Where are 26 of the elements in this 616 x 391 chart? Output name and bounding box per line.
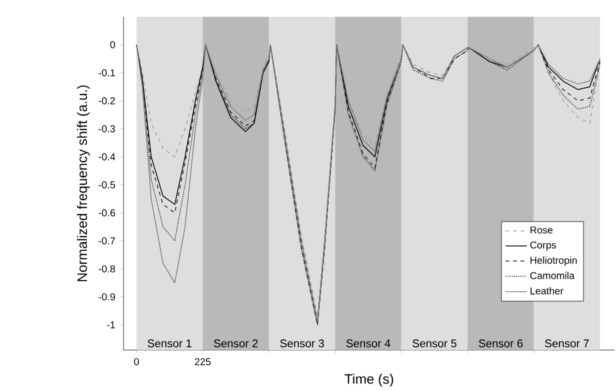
- y-tick-label: -1: [107, 322, 115, 328]
- band-label: Sensor 3: [280, 340, 324, 348]
- band-label: Sensor 4: [346, 340, 390, 348]
- legend-label: Camomila: [530, 272, 575, 280]
- y-tick-label: -0.8: [98, 265, 115, 273]
- y-tick-label: -0.3: [98, 125, 115, 133]
- y-tick-label: -0.9: [98, 294, 115, 301]
- x-tick-label: 225: [194, 358, 211, 366]
- band-label: Sensor 2: [214, 340, 258, 348]
- legend-label: Rose: [530, 226, 553, 234]
- band-label: Sensor 6: [478, 340, 523, 348]
- y-tick-label: -0.7: [98, 237, 115, 245]
- y-tick-label: 0: [110, 41, 116, 48]
- x-axis-title: Time (s): [344, 374, 394, 387]
- legend-label: Heliotropin: [530, 256, 577, 266]
- legend-label: Leather: [530, 287, 564, 295]
- band-label: Sensor 7: [545, 340, 589, 348]
- band-label: Sensor 1: [148, 340, 192, 348]
- legend-label: Corps: [530, 242, 556, 251]
- y-tick-label: -0.6: [98, 209, 115, 217]
- band-label: Sensor 5: [412, 340, 456, 348]
- y-tick-label: -0.4: [98, 153, 116, 161]
- y-tick-label: -0.1: [98, 69, 115, 76]
- y-tick-label: -0.5: [98, 181, 115, 189]
- y-axis-title: Normalized frequency shift (a.u.): [76, 86, 90, 282]
- y-tick-label: -0.2: [98, 97, 115, 104]
